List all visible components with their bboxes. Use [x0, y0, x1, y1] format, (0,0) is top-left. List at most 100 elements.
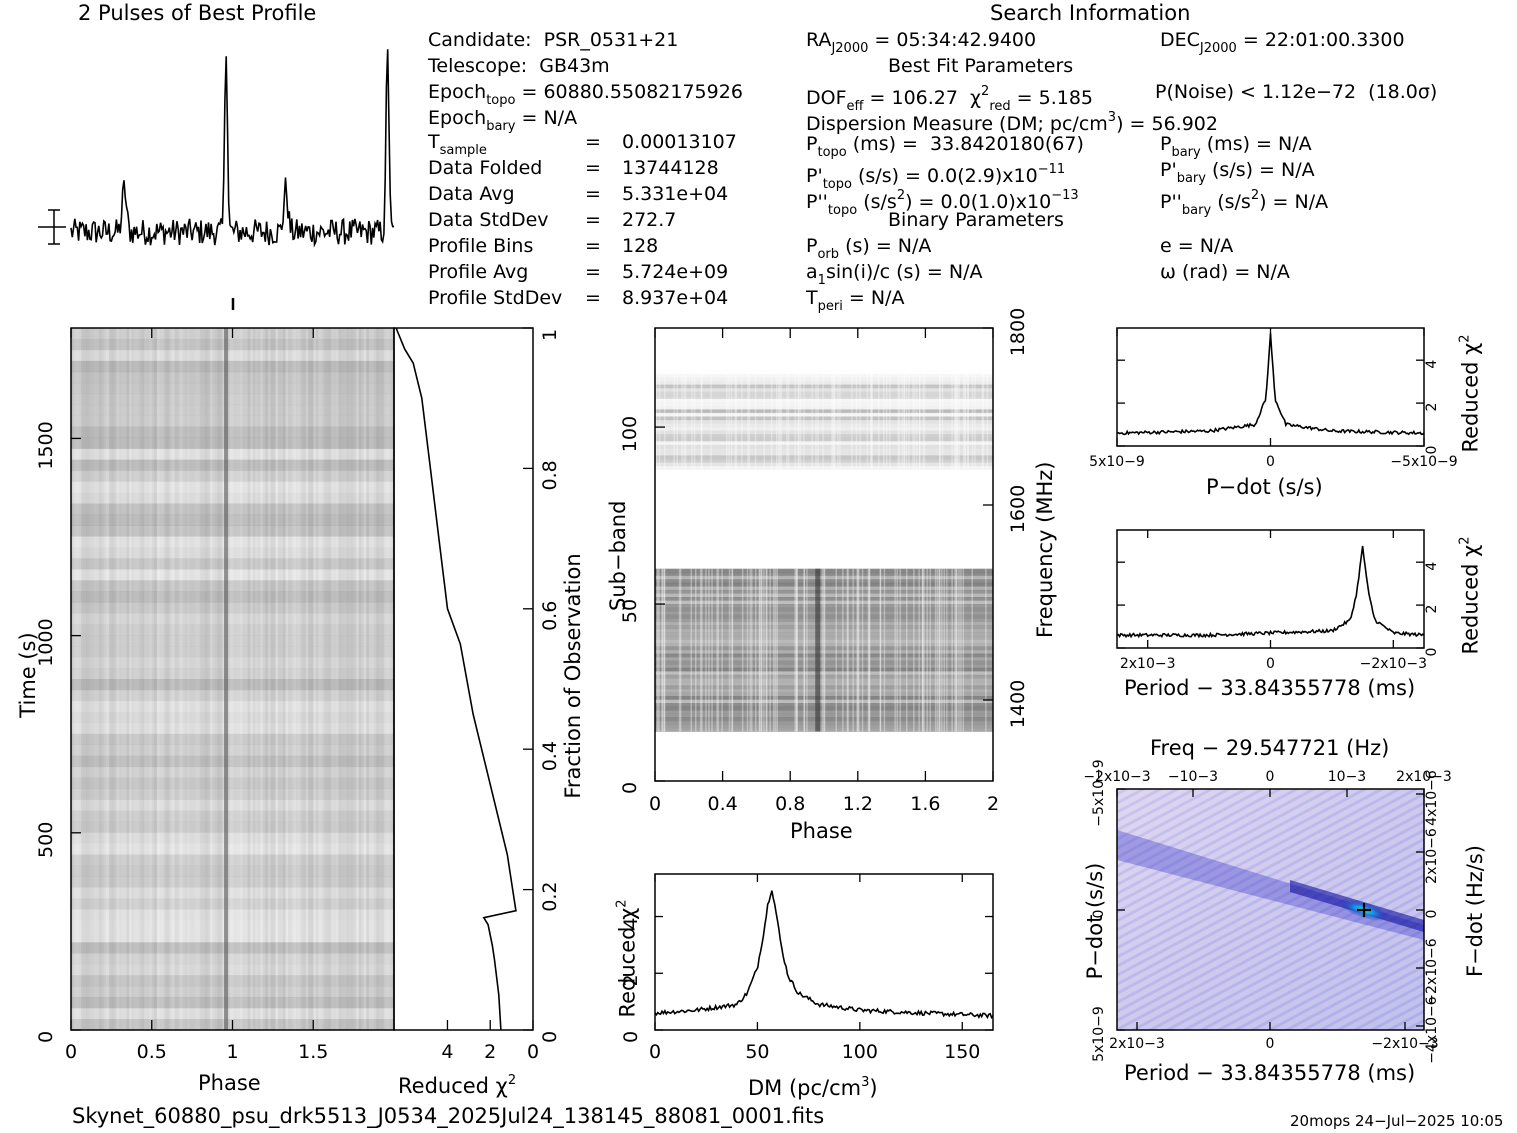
- subband-noise: [958, 568, 960, 732]
- pbary-sub: bary: [1171, 145, 1201, 160]
- info-row-eq: =: [585, 235, 601, 257]
- time-phase-column: [378, 328, 382, 1030]
- subband-noise: [936, 568, 939, 732]
- subband-noise: [656, 568, 659, 732]
- subband-noise: [679, 568, 682, 732]
- xtick-label: 2x10−3: [1120, 656, 1176, 672]
- subband-noise: [939, 374, 941, 470]
- subband-noise: [735, 374, 738, 470]
- subband-row: [655, 444, 993, 449]
- time-phase-column: [290, 328, 294, 1030]
- frequency-ytick-label: 1400: [1007, 680, 1029, 728]
- time-phase-column: [139, 328, 143, 1030]
- subband-noise: [921, 568, 924, 732]
- dm-axis-label: DM (pc/cm3): [748, 1072, 878, 1099]
- subband-xtick-label: 1.2: [843, 793, 873, 815]
- subband-noise: [857, 568, 859, 732]
- time-phase-row: [71, 854, 394, 866]
- subband-noise: [885, 374, 888, 470]
- subband-noise: [770, 374, 773, 470]
- subband-noise: [754, 374, 757, 470]
- porb-label: P: [806, 235, 818, 257]
- time-phase-row: [71, 404, 394, 417]
- subband-noise: [963, 374, 966, 470]
- time-phase-column: [260, 328, 264, 1030]
- subband-noise: [922, 374, 924, 470]
- time-phase-row: [71, 744, 394, 757]
- subband-row: [655, 611, 993, 616]
- chi-sub: red: [989, 99, 1011, 114]
- profile-plot: [38, 49, 394, 310]
- subband-row: [655, 377, 993, 382]
- subband-noise: [960, 568, 962, 732]
- xtick-label: 0: [1266, 454, 1275, 470]
- time-phase-row: [71, 887, 394, 899]
- time-axis-label: Time (s): [16, 632, 40, 718]
- redchi-ytick-label: 0.2: [539, 881, 561, 911]
- subband-noise: [870, 374, 873, 470]
- redchi-axis-label-bottom: Reduced χ2: [398, 1070, 516, 1097]
- pbary-text: Pbary (ms) = N/A: [1160, 133, 1312, 164]
- subband-noise: [921, 568, 924, 732]
- subband-row: [655, 420, 993, 424]
- subband-row: [655, 689, 993, 693]
- time-phase-row: [71, 777, 394, 789]
- time-phase-column: [78, 328, 82, 1030]
- ppdot-y2tick-label: 0: [1424, 910, 1440, 919]
- time-phase-row: [71, 909, 394, 921]
- time-phase-column: [358, 328, 362, 1030]
- subband-row: [655, 614, 993, 619]
- info-row-val: 128: [622, 235, 659, 257]
- subband-noise: [778, 374, 780, 470]
- pdbary-label: P': [1160, 159, 1177, 181]
- subband-noise: [695, 568, 697, 732]
- subband-row: [655, 660, 993, 665]
- freq-top-axis-label: Freq − 29.547721 (Hz): [1150, 736, 1390, 760]
- tperi-value: = N/A: [842, 287, 905, 309]
- footer-filename: Skynet_60880_psu_drk5513_J0534_2025Jul24…: [72, 1104, 825, 1128]
- dm-text: Dispersion Measure (DM; pc/cm3) = 56.902: [806, 107, 1218, 135]
- subband-noise: [918, 568, 920, 732]
- subband-noise: [776, 568, 778, 732]
- subband-noise: [795, 568, 797, 732]
- subband-noise: [985, 568, 987, 732]
- subband-noise: [741, 568, 744, 732]
- time-phase-row: [71, 415, 394, 428]
- pdbary-text: P'bary (s/s) = N/A: [1160, 159, 1315, 190]
- time-phase-column: [71, 328, 74, 1030]
- time-phase-column: [86, 328, 90, 1030]
- time-phase-xtick-label: 0.5: [137, 1041, 167, 1063]
- subband-row: [655, 427, 993, 432]
- time-phase-column: [76, 328, 79, 1030]
- subband-noise: [811, 374, 813, 470]
- time-phase-row: [71, 569, 394, 581]
- redchi-fraction-line: [395, 327, 517, 1031]
- time-phase-column: [381, 328, 385, 1030]
- time-phase-column: [295, 328, 299, 1030]
- subband-noise: [981, 374, 984, 470]
- subband-row: [655, 646, 993, 651]
- subband-noise: [759, 568, 761, 732]
- redchi-fraction-ticks: 4 2 00 0.2 0.4 0.6 0.8 1: [441, 327, 561, 1063]
- pdtopo-value: (s/s) = 0.0(2.9)x10: [851, 165, 1038, 187]
- time-phase-row: [71, 810, 394, 822]
- dm-redchi-text: Reduced χ: [615, 907, 640, 1018]
- subband-noise: [673, 374, 675, 470]
- subband-row: [655, 391, 993, 396]
- tperi-text: Tperi = N/A: [806, 287, 904, 318]
- subband-row: [655, 674, 993, 679]
- dm-redchi-sup: 2: [614, 899, 630, 908]
- time-phase-column: [129, 328, 132, 1030]
- subband-noise: [711, 568, 713, 732]
- subband-row: [655, 434, 993, 439]
- subband-row: [655, 699, 993, 704]
- time-phase-column: [113, 328, 117, 1030]
- time-phase-column: [353, 328, 357, 1030]
- time-phase-row: [71, 953, 394, 965]
- ppdot-xtick-label: 2x10−3: [1109, 1036, 1165, 1052]
- time-phase-row: [71, 865, 394, 877]
- redchi-fraction-frame: [393, 327, 534, 1031]
- subband-noise: [747, 374, 749, 470]
- info-row-eq: =: [585, 157, 601, 179]
